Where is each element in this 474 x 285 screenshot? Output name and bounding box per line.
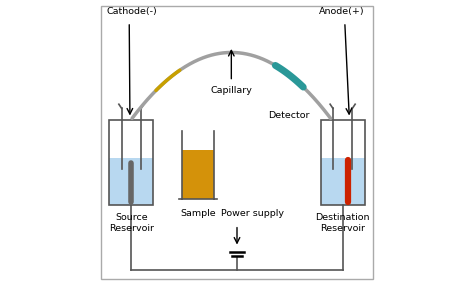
- Bar: [321, 120, 365, 205]
- Bar: [109, 158, 153, 205]
- Text: Sample: Sample: [180, 209, 216, 218]
- Text: Anode(+): Anode(+): [319, 7, 365, 16]
- Bar: [182, 150, 214, 199]
- Text: Capillary: Capillary: [210, 86, 252, 95]
- Bar: [321, 158, 365, 205]
- Text: Detector: Detector: [268, 111, 310, 120]
- Text: Source
Reservoir: Source Reservoir: [109, 213, 154, 233]
- Text: Cathode(-): Cathode(-): [107, 7, 157, 16]
- Text: Destination
Reservoir: Destination Reservoir: [315, 213, 370, 233]
- Bar: [109, 120, 153, 205]
- Text: Power supply: Power supply: [221, 209, 284, 218]
